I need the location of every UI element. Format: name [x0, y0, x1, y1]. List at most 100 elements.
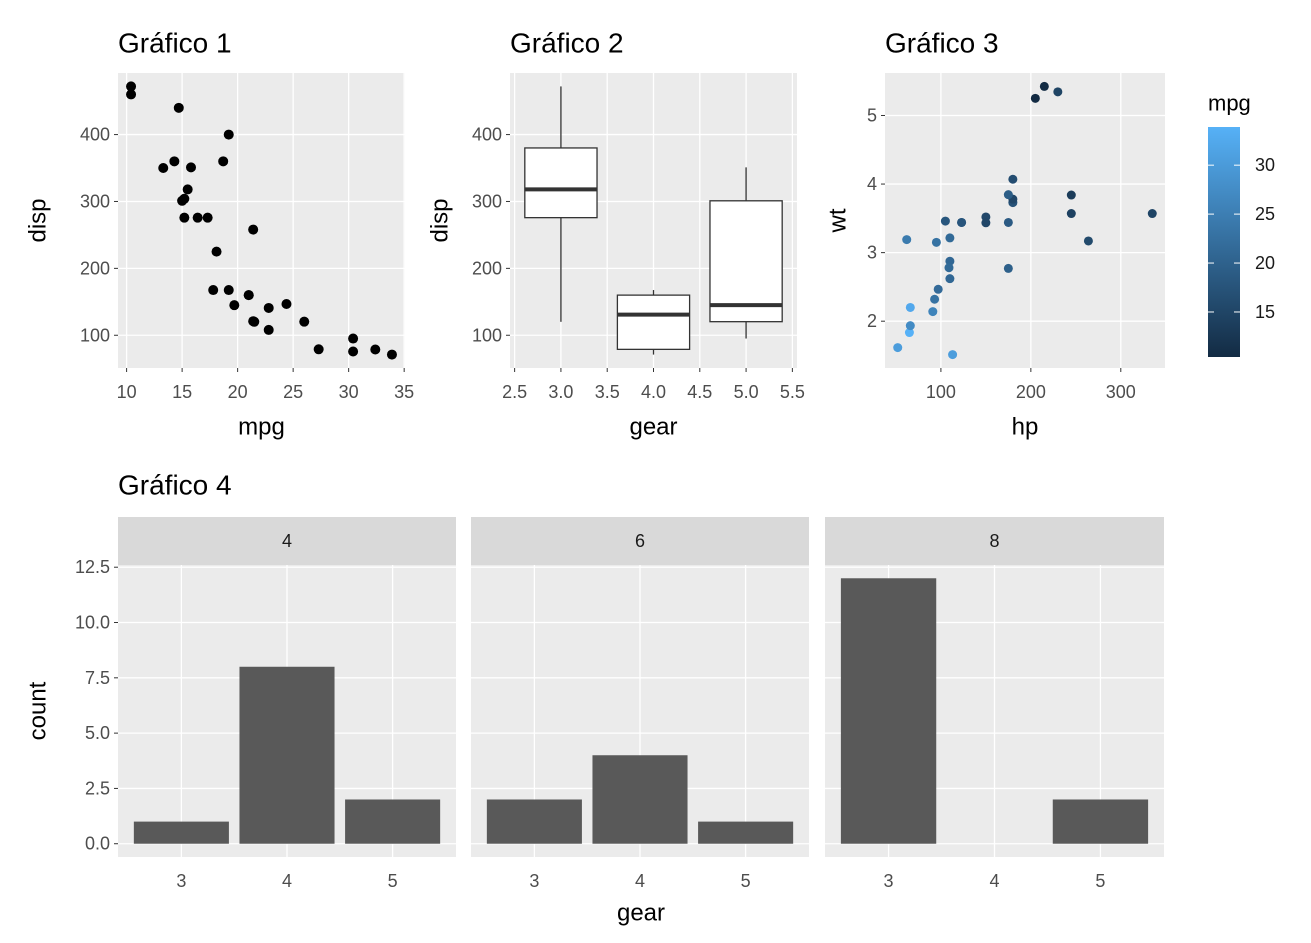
point — [1003, 263, 1013, 273]
x-tick-label: 4.0 — [641, 382, 666, 402]
x-tick-label: 4 — [282, 871, 292, 891]
x-tick-label: 5.0 — [734, 382, 759, 402]
panel — [118, 73, 405, 368]
point — [1053, 87, 1063, 97]
y-tick-label: 10.0 — [75, 613, 110, 633]
point — [223, 129, 234, 140]
point — [370, 344, 381, 355]
point — [1083, 236, 1093, 246]
point — [931, 237, 941, 247]
point — [1039, 81, 1049, 91]
point — [248, 224, 259, 235]
y-tick-label: 7.5 — [85, 668, 110, 688]
point — [1066, 209, 1076, 219]
point — [263, 324, 274, 335]
point — [243, 290, 254, 301]
x-axis-label: gear — [617, 900, 665, 927]
strip — [471, 517, 809, 565]
colorbar-label: 25 — [1255, 204, 1275, 224]
bar — [133, 821, 229, 844]
x-tick-label: 20 — [228, 382, 248, 402]
point — [1003, 217, 1013, 227]
x-axis-label: gear — [629, 414, 677, 441]
bar — [840, 578, 937, 844]
y-tick-label: 100 — [80, 325, 110, 345]
y-tick-label: 5 — [867, 105, 877, 125]
chart-title: Gráfico 1 — [118, 28, 232, 59]
x-tick-label: 200 — [1016, 382, 1046, 402]
x-tick-label: 30 — [339, 382, 359, 402]
x-tick-label: 5 — [741, 871, 751, 891]
y-tick-label: 3 — [867, 243, 877, 263]
point — [904, 328, 914, 338]
box — [524, 147, 598, 219]
colorbar-label: 30 — [1255, 155, 1275, 175]
chart-title: Gráfico 2 — [510, 28, 624, 59]
point — [299, 316, 310, 327]
y-tick-label: 400 — [472, 125, 502, 145]
point — [933, 284, 943, 294]
x-tick-label: 300 — [1106, 382, 1136, 402]
y-tick-label: 200 — [80, 258, 110, 278]
y-tick-label: 5.0 — [85, 723, 110, 743]
y-tick-label: 12.5 — [75, 557, 110, 577]
strip-label: 8 — [989, 531, 999, 551]
point — [1147, 209, 1157, 219]
point — [179, 212, 190, 223]
point — [126, 81, 137, 92]
point — [202, 212, 213, 223]
bar — [345, 799, 441, 844]
bar — [698, 821, 794, 844]
x-tick-label: 15 — [172, 382, 192, 402]
point — [981, 218, 991, 228]
point — [944, 263, 954, 273]
colorbar-label: 20 — [1255, 253, 1275, 273]
x-tick-label: 3.5 — [595, 382, 620, 402]
chart-title: Gráfico 3 — [885, 28, 999, 59]
box — [616, 294, 691, 351]
x-tick-label: 4 — [635, 871, 645, 891]
point — [957, 217, 967, 227]
point — [905, 321, 915, 331]
point — [1003, 190, 1013, 200]
point — [263, 302, 274, 313]
point — [905, 302, 915, 312]
y-tick-label: 300 — [472, 191, 502, 211]
point — [208, 285, 219, 296]
y-axis-label: wt — [825, 208, 852, 233]
point — [945, 274, 955, 284]
point — [930, 294, 940, 304]
x-axis-label: hp — [1012, 414, 1039, 441]
point — [940, 216, 950, 226]
point — [386, 349, 397, 360]
y-tick-label: 0.0 — [85, 834, 110, 854]
strip — [118, 517, 456, 565]
point — [218, 156, 229, 167]
bar — [592, 755, 688, 844]
point — [192, 212, 203, 223]
point — [126, 89, 137, 100]
colorbar — [1208, 127, 1240, 357]
x-tick-label: 3.0 — [548, 382, 573, 402]
x-tick-label: 4 — [989, 871, 999, 891]
colorbar-label: 15 — [1255, 302, 1275, 322]
point — [169, 156, 180, 167]
point — [185, 162, 196, 173]
point — [313, 344, 324, 355]
point — [948, 350, 958, 360]
point — [211, 246, 222, 257]
y-tick-label: 400 — [80, 125, 110, 145]
x-tick-label: 4.5 — [687, 382, 712, 402]
y-tick-label: 4 — [867, 174, 877, 194]
strip-label: 4 — [282, 531, 292, 551]
y-tick-label: 300 — [80, 191, 110, 211]
point — [229, 300, 240, 311]
x-tick-label: 10 — [117, 382, 137, 402]
strip-label: 6 — [635, 531, 645, 551]
x-tick-label: 5.5 — [780, 382, 805, 402]
point — [223, 285, 234, 296]
point — [182, 184, 193, 195]
chart-title: Gráfico 4 — [118, 470, 232, 501]
point — [348, 346, 359, 357]
